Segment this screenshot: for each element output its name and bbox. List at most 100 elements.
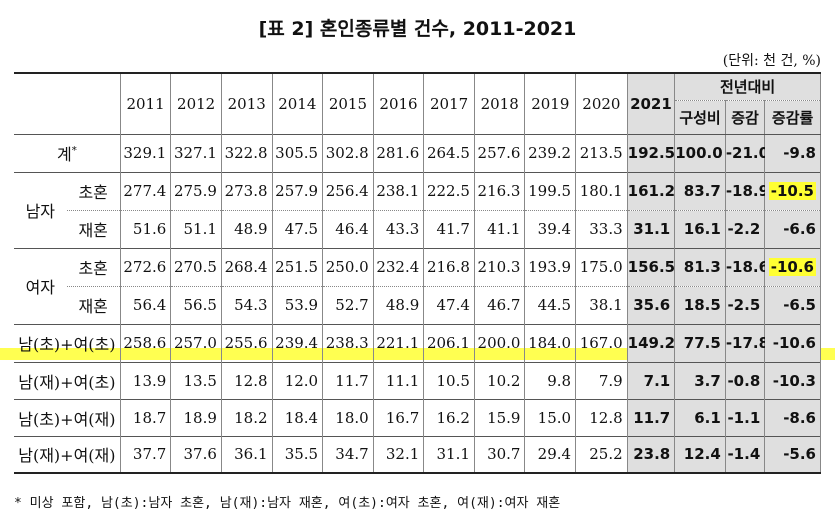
value-2021: 11.7 bbox=[626, 398, 676, 437]
share-cell: 83.7 bbox=[674, 171, 726, 211]
value-cell: 272.6 bbox=[119, 247, 172, 287]
value-cell: 216.8 bbox=[423, 247, 475, 287]
value-cell: 36.1 bbox=[220, 435, 273, 474]
footnote: * 미상 포함, 남(초):남자 초혼, 남(재):남자 재혼, 여(초):여자… bbox=[14, 496, 561, 511]
value-cell: 327.1 bbox=[170, 133, 222, 173]
share-cell: 16.1 bbox=[674, 209, 726, 249]
value-cell: 239.2 bbox=[524, 133, 577, 173]
year-2015: 2015 bbox=[322, 72, 374, 135]
row-label: 남(초)+여(초) bbox=[14, 323, 121, 363]
value-cell: 54.3 bbox=[220, 285, 273, 325]
value-cell: 47.5 bbox=[271, 209, 324, 249]
year-2013: 2013 bbox=[220, 72, 273, 135]
table-row: 재혼 51.6 51.1 48.9 47.5 46.4 43.3 41.7 41.1 39.4 33… bbox=[14, 209, 821, 249]
value-cell: 13.9 bbox=[119, 361, 172, 400]
table-row: 남자 초혼 277.4 275.9 273.8 257.9 256.4 238.1 222.5 2… bbox=[14, 171, 821, 249]
value-cell: 200.0 bbox=[473, 323, 526, 363]
marriage-table: 2011 2012 2013 2014 2015 2016 2017 2018 … bbox=[14, 72, 821, 474]
value-cell: 29.4 bbox=[524, 435, 577, 474]
rate-cell: -10.3 bbox=[764, 361, 821, 400]
row-label-text: 남(초)+여(재) bbox=[18, 409, 116, 429]
value-cell: 281.6 bbox=[372, 133, 425, 173]
rate-value: -10.3 bbox=[772, 371, 816, 390]
value-cell: 255.6 bbox=[220, 323, 273, 363]
year-2020: 2020 bbox=[575, 72, 628, 135]
value-2021: 149.2 bbox=[626, 323, 676, 363]
share-cell: 3.7 bbox=[674, 361, 726, 400]
value-cell: 193.9 bbox=[524, 247, 577, 287]
year-2014: 2014 bbox=[271, 72, 324, 135]
value-cell: 51.1 bbox=[170, 209, 222, 249]
rate-value: -6.5 bbox=[783, 296, 816, 314]
change-cell: -21.0 bbox=[724, 133, 769, 173]
value-cell: 38.1 bbox=[575, 285, 628, 325]
value-cell: 222.5 bbox=[423, 171, 475, 211]
share-cell: 81.3 bbox=[674, 247, 726, 287]
rate-cell: -10.6 bbox=[764, 323, 821, 363]
share-cell: 6.1 bbox=[674, 398, 726, 437]
value-cell: 33.3 bbox=[575, 209, 628, 249]
value-cell: 46.7 bbox=[473, 285, 526, 325]
value-cell: 257.6 bbox=[473, 133, 526, 173]
value-cell: 15.9 bbox=[473, 398, 526, 437]
change-cell: -0.8 bbox=[724, 361, 766, 400]
value-cell: 264.5 bbox=[423, 133, 475, 173]
row-sub-label: 재혼 bbox=[66, 209, 121, 249]
row-sub-label: 초혼 bbox=[66, 171, 121, 211]
rate-header: 증감률 bbox=[764, 99, 821, 135]
table-row: 남(재)+여(초) 13.9 13.5 12.8 12.0 11.7 11.1 10.5 10.… bbox=[14, 361, 821, 400]
rate-cell: -8.6 bbox=[764, 398, 821, 437]
value-cell: 232.4 bbox=[372, 247, 425, 287]
share-cell: 77.5 bbox=[674, 323, 726, 363]
value-cell: 305.5 bbox=[271, 133, 324, 173]
value-cell: 250.0 bbox=[322, 247, 374, 287]
rate-value: -10.6 bbox=[772, 334, 816, 352]
row-label: 계* bbox=[14, 133, 121, 173]
rate-value: -9.8 bbox=[783, 144, 816, 162]
value-cell: 31.1 bbox=[423, 435, 475, 474]
rate-value: -10.5 bbox=[768, 182, 816, 200]
value-cell: 221.1 bbox=[372, 323, 425, 363]
rate-cell: -6.5 bbox=[764, 285, 821, 325]
value-cell: 256.4 bbox=[322, 171, 374, 211]
value-cell: 322.8 bbox=[220, 133, 273, 173]
value-cell: 10.2 bbox=[473, 361, 526, 400]
change-cell: -2.5 bbox=[724, 285, 766, 325]
value-cell: 32.1 bbox=[372, 435, 425, 474]
value-cell: 53.9 bbox=[271, 285, 324, 325]
value-cell: 302.8 bbox=[322, 133, 374, 173]
row-label: 남(재)+여(초) bbox=[14, 361, 121, 400]
rate-cell: -10.6 bbox=[764, 247, 821, 287]
value-cell: 18.0 bbox=[322, 398, 374, 437]
change-cell: -17.8 bbox=[724, 323, 769, 363]
value-cell: 210.3 bbox=[473, 247, 526, 287]
value-cell: 273.8 bbox=[220, 171, 273, 211]
table-row: 남(초)+여(초) 258.6 257.0 255.6 239.4 238.3 221.1 2… bbox=[14, 323, 821, 363]
value-cell: 329.1 bbox=[119, 133, 172, 173]
value-cell: 238.3 bbox=[322, 323, 374, 363]
value-cell: 37.6 bbox=[170, 435, 222, 474]
value-cell: 199.5 bbox=[524, 171, 577, 211]
value-cell: 30.7 bbox=[473, 435, 526, 474]
value-cell: 175.0 bbox=[575, 247, 628, 287]
value-cell: 238.1 bbox=[372, 171, 425, 211]
rate-cell: -5.6 bbox=[764, 435, 821, 474]
share-cell: 18.5 bbox=[674, 285, 726, 325]
value-cell: 15.0 bbox=[524, 398, 577, 437]
value-cell: 180.1 bbox=[575, 171, 628, 211]
value-cell: 184.0 bbox=[524, 323, 577, 363]
value-cell: 10.5 bbox=[423, 361, 475, 400]
value-cell: 52.7 bbox=[322, 285, 374, 325]
value-cell: 51.6 bbox=[119, 209, 172, 249]
yoy-group-header: 전년대비 bbox=[674, 72, 821, 101]
value-cell: 46.4 bbox=[322, 209, 374, 249]
value-cell: 25.2 bbox=[575, 435, 628, 474]
rate-value: -6.6 bbox=[783, 220, 816, 238]
value-cell: 41.7 bbox=[423, 209, 475, 249]
value-cell: 34.7 bbox=[322, 435, 374, 474]
value-2021: 23.8 bbox=[626, 435, 676, 474]
table-title: [표 2] 혼인종류별 건수, 2011-2021 bbox=[258, 18, 577, 40]
value-2021: 31.1 bbox=[626, 209, 676, 249]
value-cell: 11.1 bbox=[372, 361, 425, 400]
table-row: 여자 초혼 272.6 270.5 268.4 251.5 250.0 232.4 216.8 2… bbox=[14, 247, 821, 325]
